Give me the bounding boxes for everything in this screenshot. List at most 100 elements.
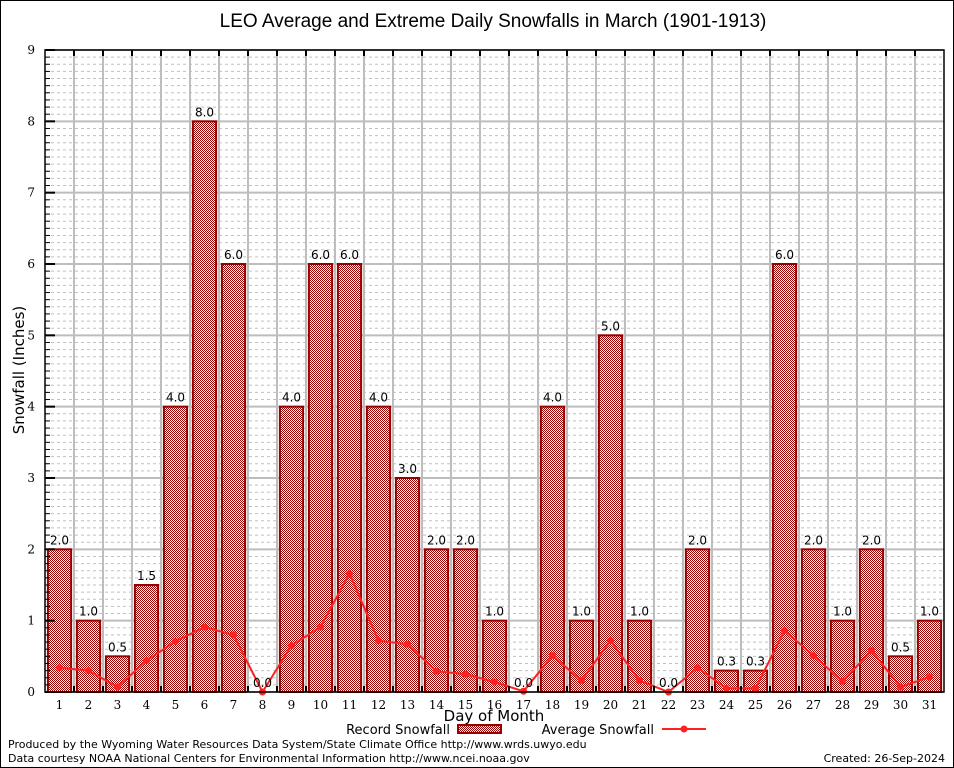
chart-title: LEO Average and Extreme Daily Snowfalls … bbox=[220, 11, 767, 32]
y-tick-label: 6 bbox=[27, 257, 35, 271]
x-tick-label: 2 bbox=[85, 698, 93, 712]
bar-value-label: 1.0 bbox=[920, 605, 939, 619]
y-tick-label: 8 bbox=[27, 114, 35, 128]
x-tick-label: 9 bbox=[288, 698, 296, 712]
x-tick-label: 29 bbox=[864, 698, 879, 712]
bar-value-label: 6.0 bbox=[311, 248, 330, 262]
legend-swatch-record bbox=[457, 724, 502, 734]
y-tick-label: 0 bbox=[27, 685, 35, 699]
x-tick-label: 10 bbox=[313, 698, 328, 712]
x-tick-label: 30 bbox=[893, 698, 908, 712]
x-tick-label: 28 bbox=[835, 698, 850, 712]
legend-label-average: Average Snowfall bbox=[542, 723, 654, 738]
footer-producer: Produced by the Wyoming Water Resources … bbox=[8, 738, 587, 751]
average-point bbox=[288, 642, 295, 650]
average-point bbox=[143, 657, 150, 665]
average-point bbox=[636, 677, 643, 685]
bar-value-label: 0.5 bbox=[891, 640, 910, 654]
bar-value-label: 0.5 bbox=[108, 640, 127, 654]
bar-value-label: 0.0 bbox=[659, 676, 678, 690]
average-point bbox=[404, 640, 411, 648]
x-tick-label: 4 bbox=[143, 698, 151, 712]
bar bbox=[365, 405, 392, 693]
legend-swatch-average-marker bbox=[680, 725, 688, 733]
average-point bbox=[607, 637, 614, 645]
x-tick-label: 11 bbox=[342, 698, 357, 712]
average-point bbox=[317, 623, 324, 631]
average-line bbox=[56, 570, 933, 696]
bar bbox=[916, 619, 943, 694]
x-tick-label: 17 bbox=[516, 698, 531, 712]
bar bbox=[800, 548, 827, 693]
x-tick-label: 7 bbox=[230, 698, 238, 712]
bar-value-label: 6.0 bbox=[775, 248, 794, 262]
bar-value-label: 3.0 bbox=[398, 462, 417, 476]
y-tick-label: 5 bbox=[27, 328, 35, 342]
average-point bbox=[578, 677, 585, 685]
x-tick-label: 5 bbox=[172, 698, 180, 712]
bar bbox=[133, 584, 160, 693]
bar-value-label: 4.0 bbox=[543, 391, 562, 405]
y-tick-label: 7 bbox=[27, 186, 35, 200]
bar-value-label: 5.0 bbox=[601, 319, 620, 333]
bar bbox=[539, 405, 566, 693]
y-axis-label: Snowfall (Inches) bbox=[10, 306, 28, 434]
average-point bbox=[462, 670, 469, 678]
x-tick-label: 26 bbox=[777, 698, 792, 712]
bar-value-label: 1.0 bbox=[79, 605, 98, 619]
x-tick-label: 6 bbox=[201, 698, 209, 712]
x-tick-label: 27 bbox=[806, 698, 821, 712]
bar bbox=[336, 263, 363, 693]
bar bbox=[278, 405, 305, 693]
average-point bbox=[549, 652, 556, 660]
bar-value-label: 4.0 bbox=[369, 391, 388, 405]
bar bbox=[858, 548, 885, 693]
x-tick-label: 12 bbox=[371, 698, 386, 712]
x-tick-label: 14 bbox=[429, 698, 445, 712]
bar-value-label: 8.0 bbox=[195, 105, 214, 119]
bar-value-label: 0.0 bbox=[514, 676, 533, 690]
average-point bbox=[346, 570, 353, 578]
x-tick-label: 8 bbox=[259, 698, 267, 712]
average-point bbox=[491, 678, 498, 686]
bar-value-label: 4.0 bbox=[166, 391, 185, 405]
bar-value-label: 6.0 bbox=[340, 248, 359, 262]
y-tick-label: 3 bbox=[27, 471, 35, 485]
average-point bbox=[433, 667, 440, 675]
bar bbox=[162, 405, 189, 693]
x-tick-label: 15 bbox=[458, 698, 473, 712]
bar-value-label: 2.0 bbox=[50, 533, 69, 547]
bar bbox=[394, 477, 421, 693]
bar-value-label: 2.0 bbox=[862, 533, 881, 547]
y-tick-label: 4 bbox=[27, 400, 35, 414]
average-point bbox=[56, 664, 63, 672]
x-tick-label: 1 bbox=[56, 698, 64, 712]
average-point bbox=[114, 683, 121, 691]
bar-value-label: 2.0 bbox=[804, 533, 823, 547]
y-tick-label: 2 bbox=[27, 542, 35, 556]
y-tick-label: 9 bbox=[27, 43, 35, 57]
x-tick-label: 13 bbox=[400, 698, 415, 712]
x-tick-label: 16 bbox=[487, 698, 502, 712]
bar-value-label: 6.0 bbox=[224, 248, 243, 262]
legend-label-record: Record Snowfall bbox=[346, 723, 450, 738]
average-point bbox=[85, 667, 92, 675]
bar-value-label: 1.0 bbox=[485, 605, 504, 619]
average-point bbox=[810, 652, 817, 660]
x-tick-label: 24 bbox=[719, 698, 735, 712]
x-tick-label: 20 bbox=[603, 698, 618, 712]
x-tick-label: 18 bbox=[545, 698, 560, 712]
average-point bbox=[752, 684, 759, 692]
x-tick-label: 3 bbox=[114, 698, 122, 712]
average-point bbox=[375, 637, 382, 645]
average-point bbox=[781, 627, 788, 635]
bar-value-label: 1.0 bbox=[630, 605, 649, 619]
average-point bbox=[839, 677, 846, 685]
bar-value-label: 2.0 bbox=[456, 533, 475, 547]
bar-value-label: 1.0 bbox=[572, 605, 591, 619]
y-tick-label: 1 bbox=[27, 614, 35, 628]
bar-value-label: 2.0 bbox=[427, 533, 446, 547]
bar bbox=[452, 548, 479, 693]
